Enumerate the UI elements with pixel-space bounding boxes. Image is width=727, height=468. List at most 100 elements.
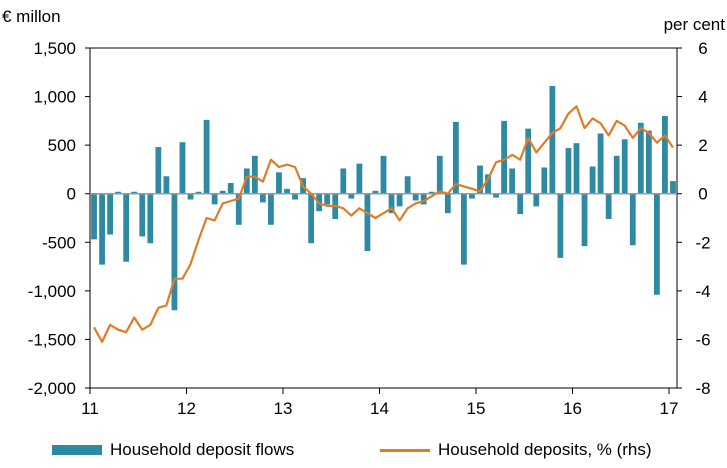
x-tick-label: 16 <box>563 399 582 418</box>
legend-swatch-bars <box>52 445 102 455</box>
bar <box>284 188 290 194</box>
legend-label-deposits-percent: Household deposits, % (rhs) <box>438 440 652 459</box>
bar <box>597 133 604 194</box>
left-tick-label: 0 <box>67 185 76 204</box>
bar <box>541 167 548 194</box>
right-tick-label: -8 <box>695 379 710 398</box>
bar <box>163 176 170 194</box>
bar <box>613 155 620 194</box>
plot-area: 1,500 1,000 500 0 -500 -1,000 -1,500 -2,000 6 4 2 0… <box>28 39 711 418</box>
bar <box>171 193 178 311</box>
legend-item-deposit-flows: Household deposit flows <box>52 440 294 460</box>
bar <box>662 116 668 194</box>
bar <box>155 147 162 194</box>
bar <box>501 120 508 194</box>
left-tick-label: -1,000 <box>28 282 76 301</box>
bar <box>581 193 588 247</box>
bar <box>477 165 483 194</box>
left-axis-title: € millon <box>2 7 61 26</box>
bar <box>469 193 475 199</box>
legend-swatch-line <box>380 448 430 452</box>
bar <box>573 143 580 194</box>
bar <box>629 193 636 246</box>
left-tick-label: -1,500 <box>28 330 76 349</box>
x-tick-label: 15 <box>467 399 486 418</box>
x-tick-label: 14 <box>370 399 389 418</box>
bar <box>243 168 250 194</box>
bar <box>139 193 146 237</box>
plot-frame <box>89 47 678 389</box>
bar <box>412 193 419 201</box>
bar <box>340 168 347 194</box>
bar <box>235 193 242 225</box>
right-tick-label: -2 <box>695 233 710 252</box>
right-tick-label: 2 <box>698 136 707 155</box>
right-tick-label: 0 <box>698 185 707 204</box>
bar <box>444 193 451 214</box>
bar <box>621 139 628 194</box>
bar <box>268 193 274 225</box>
bar <box>115 191 122 194</box>
bar <box>428 191 435 194</box>
x-tick-label: 13 <box>274 399 293 418</box>
bar <box>187 193 194 200</box>
bar <box>308 193 315 244</box>
bar <box>380 155 387 194</box>
bar <box>99 193 105 265</box>
bar <box>348 193 355 199</box>
bar <box>211 193 218 205</box>
bar <box>356 163 363 194</box>
right-tick-label: -6 <box>695 330 710 349</box>
bar <box>219 190 226 194</box>
left-tick-label: 1,000 <box>33 88 76 107</box>
bar <box>654 193 660 295</box>
bar <box>396 193 403 207</box>
bar <box>364 193 371 252</box>
bar <box>589 166 596 194</box>
right-tick-label: -4 <box>695 282 710 301</box>
bar <box>557 193 564 258</box>
bar <box>195 191 202 194</box>
bar <box>227 183 234 194</box>
bar <box>549 85 556 194</box>
bar <box>525 128 532 194</box>
left-tick-label: -2,000 <box>28 379 76 398</box>
bar <box>131 191 138 194</box>
bar <box>645 130 652 194</box>
bar <box>485 174 491 194</box>
left-tick-label: 500 <box>48 136 76 155</box>
legend-label-deposit-flows: Household deposit flows <box>110 440 295 459</box>
x-tick-label: 17 <box>660 399 679 418</box>
bar <box>533 193 540 207</box>
legend: Household deposit flows Household deposi… <box>0 440 727 466</box>
bar <box>251 155 258 194</box>
right-axis-title: per cent <box>663 15 725 34</box>
right-tick-label: 6 <box>698 39 707 58</box>
bar <box>123 193 130 262</box>
bar <box>420 193 427 205</box>
bar <box>388 193 395 214</box>
bar <box>509 168 516 194</box>
bar <box>147 193 154 244</box>
x-tick-label: 12 <box>177 399 196 418</box>
left-tick-label: -500 <box>42 233 76 252</box>
bar <box>452 121 459 194</box>
bar <box>107 193 113 235</box>
bar <box>203 119 210 194</box>
bar <box>324 193 331 205</box>
bar <box>436 155 443 194</box>
bar <box>605 193 612 219</box>
legend-item-deposits-percent: Household deposits, % (rhs) <box>380 440 652 460</box>
bar <box>670 181 676 194</box>
bar <box>517 193 524 215</box>
line-series <box>93 105 674 343</box>
bar <box>637 122 644 194</box>
bar <box>91 193 97 240</box>
right-tick-label: 4 <box>698 88 707 107</box>
bar <box>404 176 411 194</box>
bar <box>276 172 282 194</box>
bar <box>179 142 186 194</box>
left-tick-label: 1,500 <box>33 39 76 58</box>
bar <box>461 193 467 265</box>
